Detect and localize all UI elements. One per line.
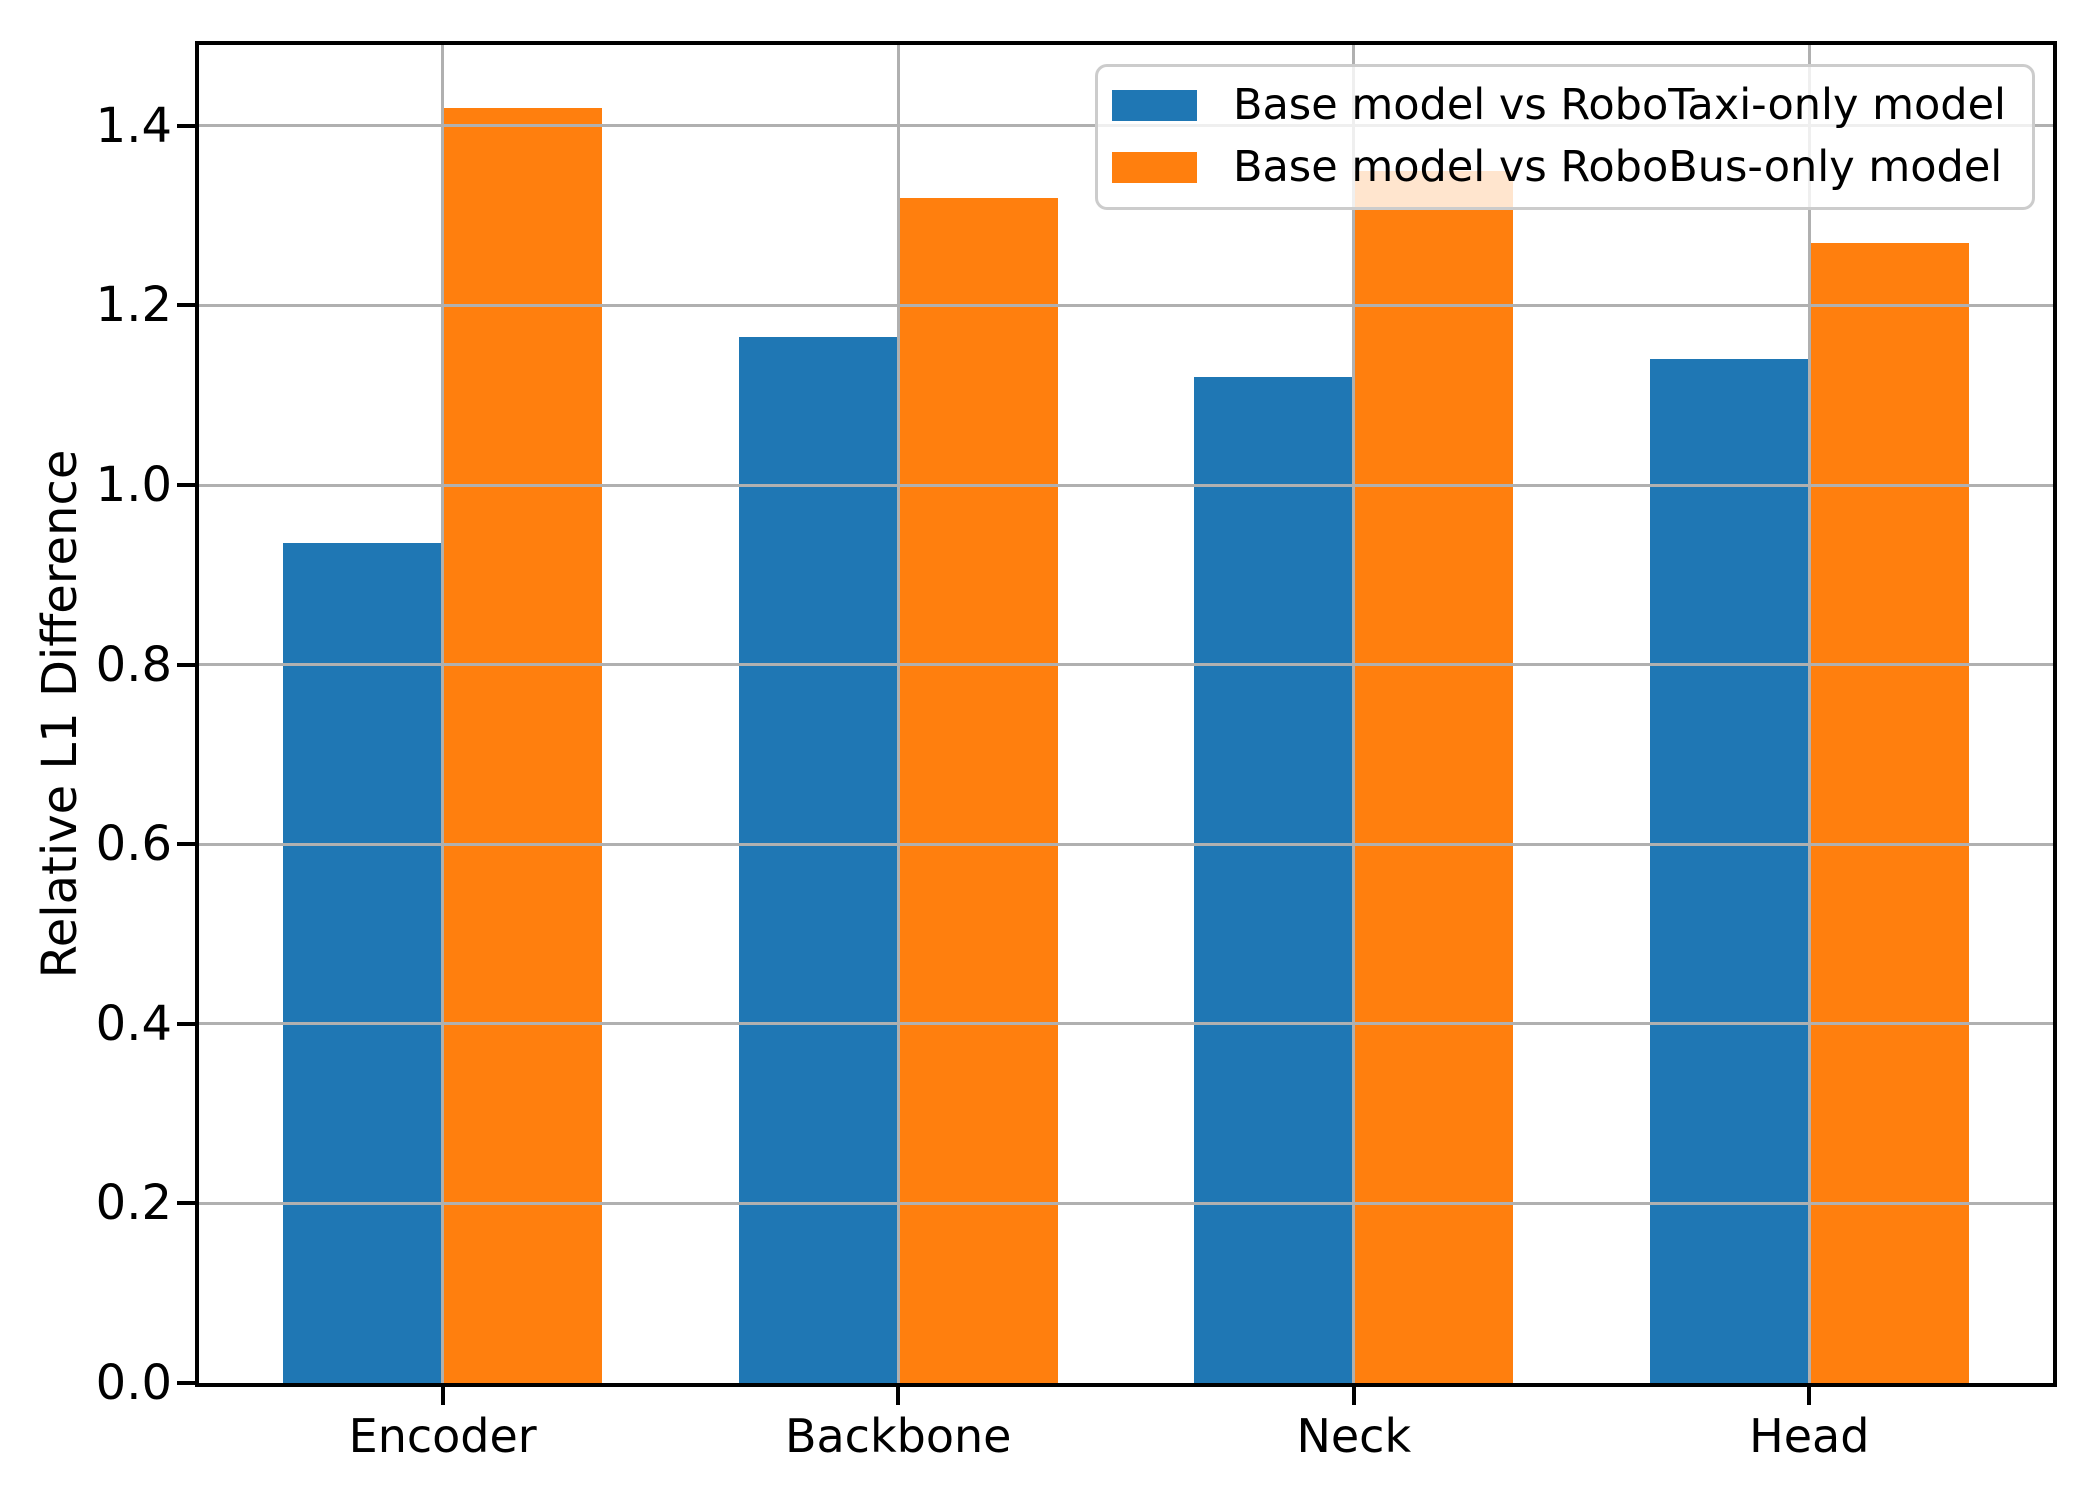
legend-entry-robotaxi: Base model vs RoboTaxi-only model <box>1111 79 2006 131</box>
gridline-h-1.2 <box>199 303 2053 307</box>
gridline-h-0.2 <box>199 1201 2053 1205</box>
x-tick-mark-encoder <box>440 1387 445 1405</box>
y-tick-label-0.6: 0.6 <box>95 816 172 873</box>
legend: Base model vs RoboTaxi-only model Base m… <box>1094 64 2035 210</box>
y-tick-label-1.4: 1.4 <box>95 97 172 154</box>
y-tick-mark-0.8 <box>177 662 195 667</box>
y-tick-mark-0.6 <box>177 842 195 847</box>
gridline-h-0.6 <box>199 842 2053 846</box>
gridline-v-backbone <box>896 45 900 1383</box>
bar-encoder-series0 <box>283 543 443 1383</box>
y-tick-mark-0.4 <box>177 1021 195 1026</box>
y-tick-label-0.0: 0.0 <box>95 1355 172 1411</box>
gridline-v-encoder <box>441 45 445 1383</box>
bar-backbone-series0 <box>738 336 899 1383</box>
gridline-v-head <box>1807 45 1811 1383</box>
x-tick-mark-head <box>1807 1387 1812 1405</box>
plot-area <box>195 41 2057 1387</box>
y-tick-mark-1.4 <box>177 123 195 128</box>
bar-neck-series0 <box>1194 377 1354 1383</box>
gridline-v-neck <box>1352 45 1356 1383</box>
bar-head-series1 <box>1809 242 1969 1383</box>
x-tick-label-head: Head <box>1749 1409 1870 1463</box>
y-tick-label-0.4: 0.4 <box>95 995 172 1052</box>
legend-entry-robobus: Base model vs RoboBus-only model <box>1111 141 2006 193</box>
gridline-h-1 <box>199 483 2053 487</box>
y-tick-mark-1.2 <box>177 303 195 308</box>
y-axis-title: Relative L1 Difference <box>32 449 88 979</box>
x-tick-label-backbone: Backbone <box>784 1409 1012 1463</box>
gridline-h-0.8 <box>199 663 2053 667</box>
legend-label-robobus: Base model vs RoboBus-only model <box>1232 142 2003 192</box>
bar-head-series0 <box>1649 359 1810 1383</box>
x-tick-label-encoder: Encoder <box>348 1409 537 1463</box>
y-tick-mark-1.0 <box>177 483 195 487</box>
x-tick-mark-backbone <box>896 1387 901 1405</box>
bar-encoder-series1 <box>442 107 603 1383</box>
y-tick-label-0.2: 0.2 <box>95 1175 172 1232</box>
legend-swatch-robobus <box>1111 151 1197 183</box>
gridline-h-0.4 <box>199 1022 2053 1026</box>
legend-swatch-robotaxi <box>1111 89 1197 121</box>
x-tick-label-neck: Neck <box>1296 1409 1412 1463</box>
bar-neck-series1 <box>1353 170 1514 1383</box>
y-tick-label-1.0: 1.0 <box>95 457 172 513</box>
x-tick-mark-neck <box>1351 1387 1356 1405</box>
y-tick-label-1.2: 1.2 <box>95 277 172 334</box>
y-tick-mark-0.0 <box>177 1381 195 1385</box>
y-tick-label-0.8: 0.8 <box>95 636 172 693</box>
bar-backbone-series1 <box>898 197 1058 1383</box>
legend-label-robotaxi: Base model vs RoboTaxi-only model <box>1232 80 2006 130</box>
y-tick-mark-0.2 <box>177 1201 195 1206</box>
